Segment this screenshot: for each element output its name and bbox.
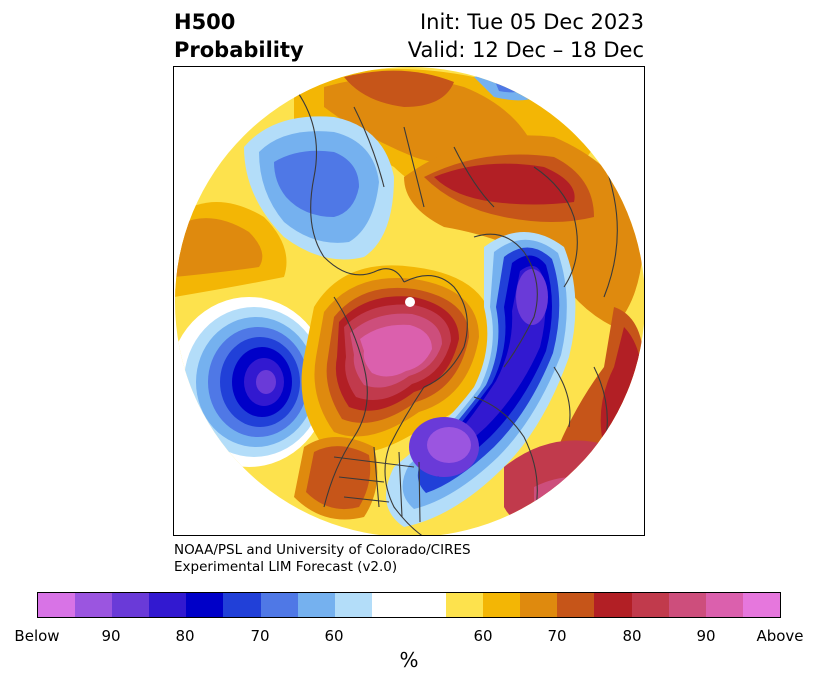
title-line-1: H500 [174,10,236,34]
colorbar-swatch [446,593,484,617]
colorbar-swatch [483,593,521,617]
colorbar-swatch [594,593,632,617]
colorbar-swatch [186,593,224,617]
colorbar-swatch [520,593,558,617]
colorbar-swatch [75,593,113,617]
colorbar-swatch [371,593,409,617]
tick-label: Below [14,627,60,645]
colorbar-swatch [297,593,335,617]
tick-label: 90 [101,627,121,645]
colorbar-swatch [38,593,76,617]
colorbar-swatch [705,593,743,617]
anomaly-nw-blue [244,116,394,260]
anomaly-se-red [504,440,644,535]
colorbar-swatch [149,593,187,617]
valid-dates: Valid: 12 Dec – 18 Dec [407,38,644,62]
colorbar [37,592,781,618]
map-title: H500 Probability [174,8,304,64]
credit-text: NOAA/PSL and University of Colorado/CIRE… [174,542,471,576]
tick-label: 80 [622,627,642,645]
tick-label: 80 [175,627,195,645]
anomaly-south-orange [294,437,378,520]
credit-line-1: NOAA/PSL and University of Colorado/CIRE… [174,542,471,558]
anomaly-polar-magenta [301,265,494,454]
colorbar-swatch [260,593,298,617]
anomaly-left-orange [175,202,287,297]
colorbar-swatch [223,593,261,617]
tick-label: 70 [547,627,567,645]
north-pole-marker [405,297,415,307]
probability-map [175,67,644,535]
colorbar-swatch [668,593,706,617]
colorbar-swatch [112,593,150,617]
colorbar-swatch [557,593,595,617]
tick-label: 60 [473,627,493,645]
colorbar-swatch [742,593,780,617]
forecast-dates: Init: Tue 05 Dec 2023 Valid: 12 Dec – 18… [408,8,644,64]
colorbar-unit: % [399,648,419,672]
coastlines-borders [293,86,618,535]
init-date: Init: Tue 05 Dec 2023 [419,10,644,34]
colorbar-swatch [408,593,447,617]
tick-label: 90 [696,627,716,645]
map-panel [173,66,645,536]
colorbar-swatch [334,593,372,617]
colorbar-swatch [631,593,669,617]
tick-label: 70 [250,627,270,645]
anomaly-atlantic-blue [386,232,576,527]
tick-label: Above [756,627,804,645]
tick-label: 60 [324,627,344,645]
title-line-2: Probability [174,38,304,62]
credit-line-2: Experimental LIM Forecast (v2.0) [174,559,398,575]
anomaly-west-blue [175,297,329,467]
